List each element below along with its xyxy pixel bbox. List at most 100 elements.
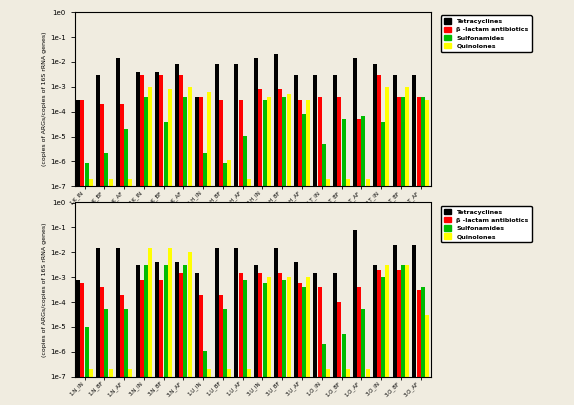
Bar <box>223 309 227 377</box>
Y-axis label: (copies of ARGs/copies of 16S rRNA genes): (copies of ARGs/copies of 16S rRNA genes… <box>42 222 47 357</box>
Bar <box>188 87 192 186</box>
Bar <box>96 248 100 377</box>
Bar <box>184 97 188 186</box>
Bar <box>80 283 84 377</box>
Bar <box>421 287 425 377</box>
Bar <box>381 277 385 377</box>
Bar <box>108 369 113 377</box>
Bar <box>207 369 211 377</box>
Bar <box>405 265 409 377</box>
Bar <box>168 89 172 186</box>
Bar <box>294 75 298 186</box>
Bar <box>199 97 203 186</box>
Bar <box>100 287 104 377</box>
Bar <box>333 273 337 377</box>
Bar <box>195 273 199 377</box>
Bar <box>243 136 247 186</box>
Bar <box>84 327 88 377</box>
Bar <box>76 100 80 186</box>
Bar <box>412 75 416 186</box>
Bar <box>258 89 262 186</box>
Bar <box>401 265 405 377</box>
Bar <box>282 279 286 377</box>
Bar <box>100 104 104 186</box>
Bar <box>417 290 421 377</box>
Bar <box>362 309 366 377</box>
Bar <box>139 75 144 186</box>
Bar <box>254 58 258 186</box>
Bar <box>393 245 397 377</box>
Bar <box>262 100 266 186</box>
Bar <box>104 153 108 186</box>
Bar <box>298 283 302 377</box>
Bar <box>381 122 385 186</box>
Bar <box>89 179 93 186</box>
Bar <box>353 58 357 186</box>
Bar <box>397 97 401 186</box>
Bar <box>129 179 133 186</box>
Bar <box>405 87 409 186</box>
Bar <box>243 279 247 377</box>
Bar <box>357 287 361 377</box>
Bar <box>89 369 93 377</box>
Bar <box>129 369 133 377</box>
Bar <box>397 270 401 377</box>
Bar <box>254 265 258 377</box>
Bar <box>124 129 128 186</box>
Bar <box>425 100 429 186</box>
Bar <box>215 64 219 186</box>
Bar <box>302 114 306 186</box>
Bar <box>322 344 326 377</box>
Bar <box>282 97 286 186</box>
Bar <box>286 94 290 186</box>
Bar <box>247 369 251 377</box>
Bar <box>366 369 370 377</box>
Bar <box>317 287 321 377</box>
Bar <box>120 294 124 377</box>
Bar <box>120 104 124 186</box>
Bar <box>278 89 282 186</box>
Bar <box>417 97 421 186</box>
Y-axis label: (copies of ARGs/copies of 16S rRNA genes): (copies of ARGs/copies of 16S rRNA genes… <box>42 32 47 166</box>
Bar <box>164 122 168 186</box>
Bar <box>203 153 207 186</box>
Bar <box>96 75 100 186</box>
Bar <box>188 252 192 377</box>
Bar <box>278 273 282 377</box>
Bar <box>274 248 278 377</box>
Bar <box>144 265 148 377</box>
Bar <box>116 58 120 186</box>
Bar <box>135 265 139 377</box>
Bar <box>425 315 429 377</box>
Bar <box>294 262 298 377</box>
Bar <box>326 179 330 186</box>
Bar <box>322 144 326 186</box>
Bar <box>421 97 425 186</box>
Bar <box>203 351 207 377</box>
Bar <box>179 75 183 186</box>
Bar <box>342 334 346 377</box>
Bar <box>298 100 302 186</box>
Bar <box>342 119 346 186</box>
Bar <box>302 287 306 377</box>
Legend: Tetracyclines, β -lactam antibiotics, Sulfonamides, Quinolones: Tetracyclines, β -lactam antibiotics, Su… <box>441 206 532 242</box>
Bar <box>215 248 219 377</box>
Bar <box>234 248 238 377</box>
Bar <box>80 100 84 186</box>
Bar <box>346 369 350 377</box>
Bar <box>184 265 188 377</box>
Bar <box>234 64 238 186</box>
Bar <box>227 160 231 186</box>
Bar <box>116 248 120 377</box>
Bar <box>338 97 342 186</box>
Bar <box>385 265 389 377</box>
Bar <box>108 179 113 186</box>
Bar <box>313 75 317 186</box>
Bar <box>412 245 416 377</box>
Bar <box>401 97 405 186</box>
Bar <box>333 75 337 186</box>
Bar <box>148 87 152 186</box>
Bar <box>199 294 203 377</box>
Bar <box>326 369 330 377</box>
Bar <box>258 273 262 377</box>
